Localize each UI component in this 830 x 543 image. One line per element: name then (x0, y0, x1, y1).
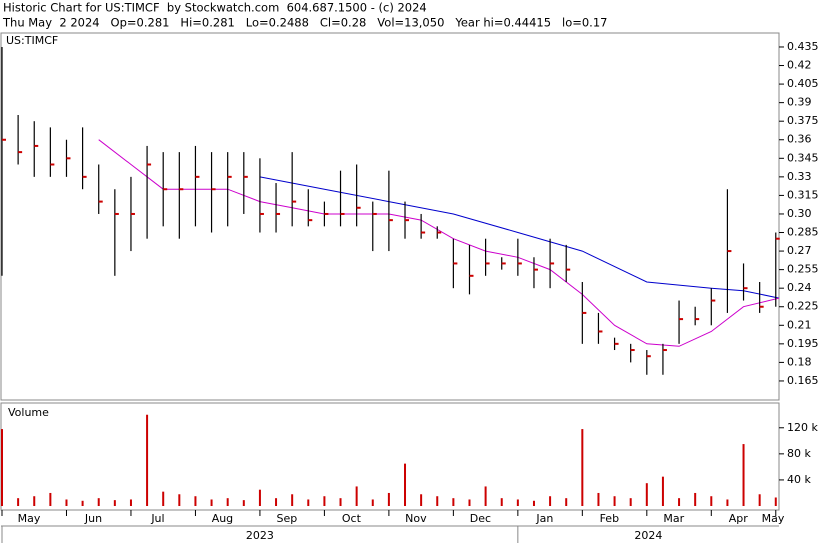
volume-bar (65, 499, 68, 506)
volume-bar (323, 496, 326, 506)
x-tick-label: Aug (212, 512, 233, 525)
y-tick-label: 0.315 (787, 188, 819, 201)
volume-bar (468, 499, 471, 506)
x-tick-label: Dec (470, 512, 491, 525)
volume-bar (758, 494, 761, 506)
volume-bar (258, 489, 261, 506)
chart-title: Historic Chart for US:TIMCF by Stockwatc… (3, 1, 427, 15)
y-tick-label: 0.33 (787, 170, 812, 183)
y-tick-label: 0.435 (787, 40, 819, 53)
x-tick-label: Apr (729, 512, 749, 525)
volume-bar (355, 486, 358, 506)
volume-bar (1, 429, 3, 506)
volume-bar (226, 498, 229, 506)
y-tick-label: 0.39 (787, 96, 812, 109)
volume-label: Volume (8, 406, 49, 419)
volume-bar (645, 483, 648, 506)
x-tick-label: Jun (84, 512, 102, 525)
volume-bar (629, 498, 632, 506)
volume-bar (210, 499, 213, 506)
y-tick-label: 0.165 (787, 374, 819, 387)
chart-subtitle: Thu May 2 2024 Op=0.281 Hi=0.281 Lo=0.24… (2, 16, 607, 30)
symbol-label: US:TIMCF (6, 34, 58, 47)
y-tick-label: 0.42 (787, 59, 812, 72)
y-tick-label: 0.27 (787, 244, 812, 257)
volume-bar (516, 499, 519, 506)
x-tick-label: May (762, 512, 785, 525)
volume-bar (742, 444, 745, 506)
y-tick-label: 0.405 (787, 77, 819, 90)
y-tick-label: 0.345 (787, 151, 819, 164)
volume-bar (339, 498, 342, 506)
volume-bar (678, 498, 681, 506)
x-tick-label: Jan (535, 512, 553, 525)
x-tick-label: Jul (150, 512, 164, 525)
volume-bar (532, 500, 535, 506)
x-tick-label: Mar (663, 512, 684, 525)
volume-bar (420, 494, 423, 506)
volume-bar (597, 492, 600, 506)
volume-bar (549, 496, 552, 506)
y-tick-label: 0.255 (787, 263, 819, 276)
x-tick-label: Oct (342, 512, 362, 525)
y-tick-label: 0.375 (787, 114, 819, 127)
volume-bar (194, 496, 197, 506)
volume-bar (694, 492, 697, 506)
volume-bar (178, 494, 181, 506)
volume-bar (484, 486, 487, 506)
year-label: 2023 (246, 529, 274, 542)
volume-bar (710, 496, 713, 506)
volume-bar (49, 492, 52, 506)
volume-bar (275, 498, 278, 506)
volume-bar (146, 414, 149, 506)
volume-bar (33, 496, 36, 506)
volume-bar (726, 499, 729, 506)
y-tick-label: 0.21 (787, 318, 812, 331)
volume-bar (661, 476, 664, 506)
volume-bar (613, 496, 616, 506)
volume-bar (404, 463, 407, 506)
volume-bar (162, 491, 165, 506)
y-tick-label: 0.18 (787, 355, 812, 368)
volume-bar (291, 494, 294, 506)
volume-bar (97, 498, 100, 506)
x-tick-label: May (18, 512, 41, 525)
volume-bar (452, 498, 455, 506)
volume-bar (307, 499, 310, 506)
volume-bar (113, 500, 116, 506)
y-tick-label: 0.225 (787, 300, 819, 313)
x-tick-label: Feb (600, 512, 619, 525)
y-tick-label: 0.36 (787, 133, 812, 146)
volume-bar (17, 498, 20, 506)
volume-bar (371, 499, 374, 506)
year-label: 2024 (634, 529, 662, 542)
x-tick-label: Sep (277, 512, 298, 525)
y-tick-label: 0.285 (787, 226, 819, 239)
volume-bar (129, 499, 132, 506)
volume-bar (436, 496, 439, 506)
volume-bar (581, 429, 584, 506)
x-tick-label: Nov (405, 512, 427, 525)
y-tick-label: 80 k (787, 447, 811, 460)
y-tick-label: 40 k (787, 473, 811, 486)
volume-bar (565, 498, 568, 506)
y-tick-label: 120 k (787, 421, 818, 434)
volume-bar (81, 500, 84, 506)
volume-bar (774, 497, 777, 506)
volume-bar (242, 500, 245, 506)
volume-bar (500, 498, 503, 506)
y-tick-label: 0.30 (787, 207, 812, 220)
y-tick-label: 0.195 (787, 337, 819, 350)
y-tick-label: 0.24 (787, 281, 812, 294)
price-panel (0, 32, 780, 401)
volume-bar (387, 492, 390, 506)
